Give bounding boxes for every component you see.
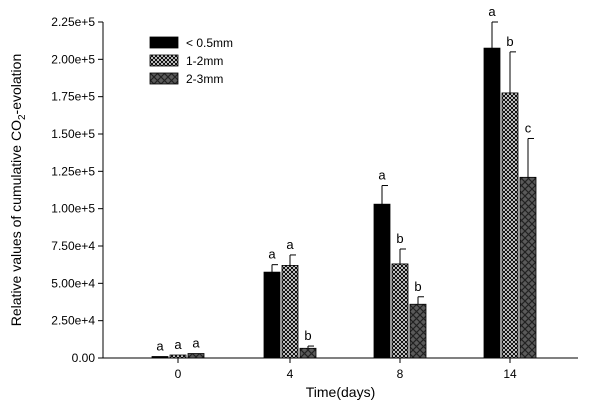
y-axis-title: Relative values of cumulative CO2-evolat… bbox=[8, 54, 28, 326]
significance-letter: b bbox=[396, 231, 403, 246]
legend-swatch bbox=[149, 72, 179, 85]
y-tick-label: 7.50e+4 bbox=[51, 239, 95, 253]
bar bbox=[169, 354, 187, 359]
x-tick-label: 4 bbox=[287, 367, 294, 381]
legend-label: < 0.5mm bbox=[186, 36, 233, 50]
legend-label: 1-2mm bbox=[186, 54, 223, 68]
bar bbox=[519, 176, 537, 359]
bar bbox=[373, 203, 391, 359]
legend-swatch bbox=[149, 36, 179, 49]
bar bbox=[409, 303, 427, 359]
bar bbox=[263, 271, 281, 359]
y-tick-label: 0.00 bbox=[72, 351, 96, 365]
x-tick-label: 0 bbox=[175, 367, 182, 381]
y-tick-label: 1.50e+5 bbox=[51, 127, 95, 141]
y-tick-label: 1.75e+5 bbox=[51, 90, 95, 104]
bar bbox=[391, 263, 409, 359]
significance-letter: a bbox=[378, 168, 386, 183]
bar bbox=[187, 353, 205, 359]
significance-letter: b bbox=[506, 34, 513, 49]
x-tick-label: 14 bbox=[503, 367, 517, 381]
bar bbox=[151, 356, 169, 359]
y-tick-label: 5.00e+4 bbox=[51, 276, 95, 290]
y-tick-label: 2.00e+5 bbox=[51, 52, 95, 66]
x-axis-title: Time(days) bbox=[306, 384, 376, 400]
significance-letter: b bbox=[414, 279, 421, 294]
y-tick-label: 1.25e+5 bbox=[51, 164, 95, 178]
significance-letter: a bbox=[174, 337, 182, 352]
significance-letter: a bbox=[268, 247, 276, 262]
bar bbox=[501, 92, 519, 359]
legend-swatch bbox=[149, 54, 179, 67]
bar bbox=[483, 47, 501, 359]
significance-letter: c bbox=[525, 120, 532, 135]
bar bbox=[281, 265, 299, 359]
bar bbox=[299, 347, 317, 359]
legend-label: 2-3mm bbox=[186, 72, 223, 86]
significance-letter: a bbox=[192, 336, 200, 351]
significance-letter: a bbox=[156, 339, 164, 354]
significance-letter: a bbox=[286, 237, 294, 252]
y-tick-label: 2.25e+5 bbox=[51, 15, 95, 29]
x-tick-label: 8 bbox=[397, 367, 404, 381]
significance-letter: a bbox=[488, 4, 496, 19]
y-tick-label: 2.50e+4 bbox=[51, 314, 95, 328]
significance-letter: b bbox=[304, 328, 311, 343]
y-tick-label: 1.00e+5 bbox=[51, 202, 95, 216]
